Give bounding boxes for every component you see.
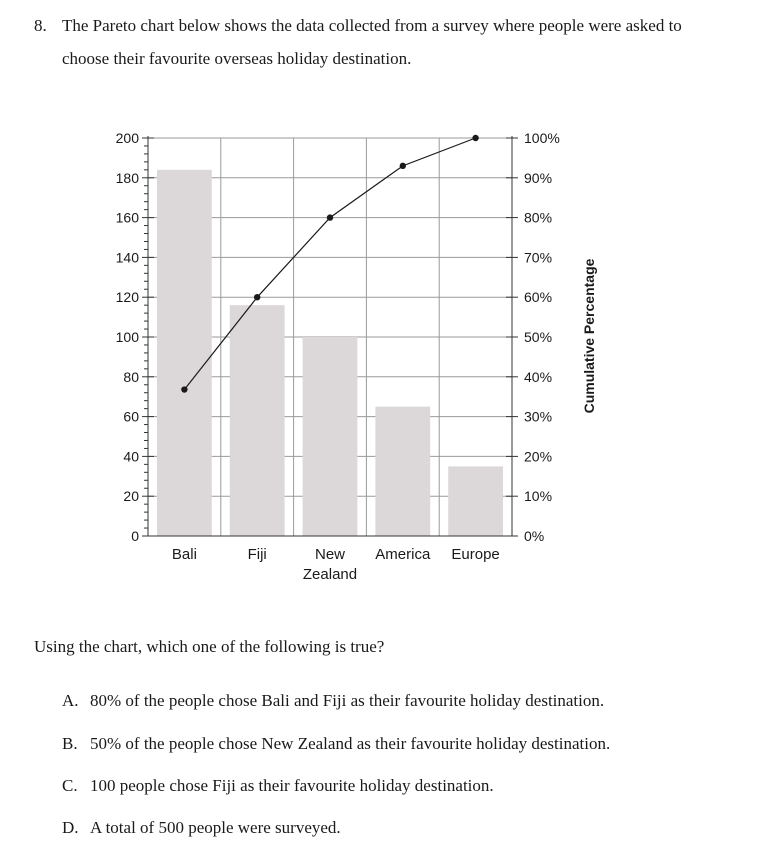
cumulative-line-layer [181, 134, 479, 393]
y2-tick-label: 0% [524, 528, 544, 544]
x-tick-label: Fiji [248, 546, 267, 563]
y2-tick-label: 30% [524, 409, 552, 425]
option-b-text: 50% of the people chose New Zealand as t… [90, 734, 611, 753]
option-d-letter: D. [62, 818, 79, 837]
y2-tick-label: 100% [524, 130, 560, 146]
question-text-line2: choose their favourite overseas holiday … [62, 49, 412, 68]
option-a-letter: A. [62, 691, 79, 710]
x-tick-label: Europe [451, 546, 499, 563]
x-tick-label-line: Bali [172, 546, 197, 563]
y-tick-label: 20 [123, 488, 139, 504]
y2-axis-title: Cumulative Percentage [581, 258, 597, 413]
option-d[interactable]: D. A total of 500 people were surveyed. [62, 818, 341, 838]
y2-tick-label: 90% [524, 170, 552, 186]
y-tick-label: 180 [116, 170, 140, 186]
y2-tick-label: 20% [524, 448, 552, 464]
y2-tick-label: 10% [524, 488, 552, 504]
bars-layer [157, 169, 503, 536]
question-prompt: Using the chart, which one of the follow… [34, 637, 385, 656]
y-tick-label: 200 [116, 130, 140, 146]
labels-layer: 0 20 40 60 80 100 120 140 160 180 200 0% 10% 20% 30% 40… [116, 130, 560, 583]
x-tick-label-line: Europe [451, 546, 499, 563]
option-d-text: A total of 500 people were surveyed. [90, 818, 341, 837]
x-tick-label-line: Zealand [303, 566, 357, 583]
option-a[interactable]: A. 80% of the people chose Bali and Fiji … [62, 691, 604, 711]
x-tick-label-line: Fiji [248, 546, 267, 563]
axes-layer [142, 136, 518, 537]
x-tick-label: America [375, 546, 431, 563]
bar-3 [375, 406, 431, 536]
option-c[interactable]: C. 100 people chose Fiji as their favouri… [62, 776, 494, 796]
option-b[interactable]: B. 50% of the people chose New Zealand as… [62, 734, 610, 754]
y2-tick-label: 50% [524, 329, 552, 345]
y-tick-label: 40 [123, 448, 139, 464]
x-tick-label-line: New [315, 546, 345, 563]
x-tick-label: Bali [172, 546, 197, 563]
bar-0 [157, 169, 212, 536]
x-tick-label: New Zealand [303, 546, 357, 583]
question-number: 8. [34, 16, 47, 35]
option-c-text: 100 people chose Fiji as their favourite… [90, 776, 494, 795]
y2-tick-label: 80% [524, 210, 552, 226]
option-c-letter: C. [62, 776, 78, 795]
cumulative-point-1 [254, 294, 261, 301]
cumulative-point-2 [326, 214, 334, 221]
cumulative-point-3 [399, 162, 406, 170]
y-tick-label: 0 [131, 528, 139, 544]
y-tick-label: 80 [123, 369, 139, 385]
cumulative-point-4 [472, 134, 479, 142]
bar-4 [448, 466, 503, 536]
y-tick-label: 100 [116, 329, 140, 345]
bar-1 [229, 305, 285, 536]
question-text-line1: The Pareto chart below shows the data co… [62, 16, 682, 35]
bar-2 [302, 337, 358, 536]
y2-tick-label: 60% [524, 289, 552, 305]
y-tick-label: 140 [116, 249, 140, 265]
x-tick-label-line: America [375, 546, 431, 563]
option-a-text: 80% of the people chose Bali and Fiji as… [90, 691, 605, 710]
option-b-letter: B. [62, 734, 78, 753]
y-tick-label: 120 [116, 289, 140, 305]
y2-tick-label: 70% [524, 249, 552, 265]
y2-tick-label: 40% [524, 369, 552, 385]
cumulative-point-0 [181, 386, 188, 393]
y-tick-label: 160 [116, 210, 140, 226]
y-tick-label: 60 [123, 409, 139, 425]
